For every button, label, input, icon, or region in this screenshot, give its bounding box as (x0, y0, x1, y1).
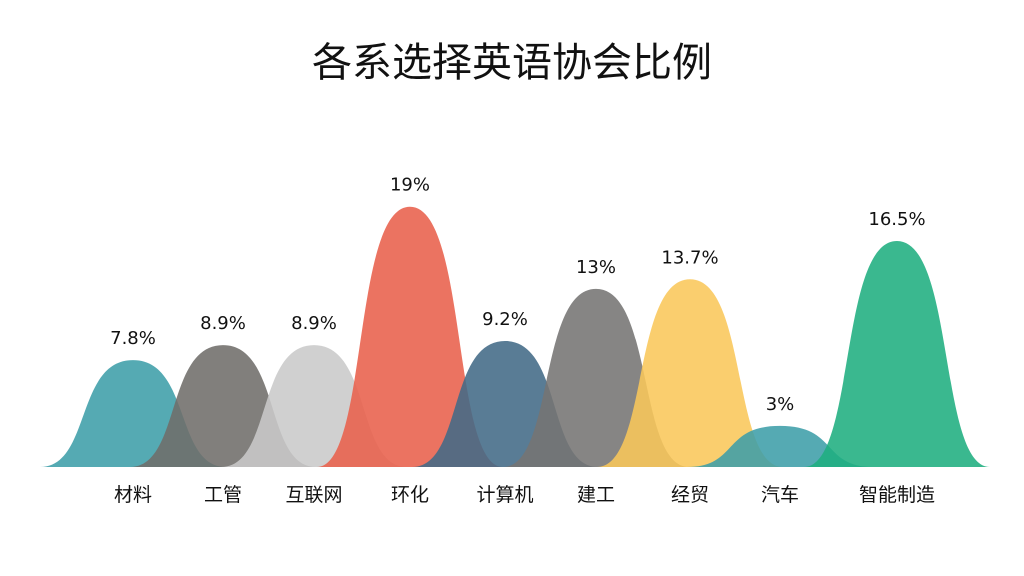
value-label: 16.5% (868, 209, 925, 230)
value-label: 8.9% (200, 313, 246, 334)
chart-title: 各系选择英语协会比例 (312, 40, 712, 86)
bell-3 (317, 206, 503, 467)
category-label: 汽车 (761, 484, 799, 506)
value-label: 13% (576, 257, 616, 278)
value-label: 19% (390, 175, 430, 196)
value-label: 9.2% (482, 309, 528, 330)
category-label: 互联网 (285, 484, 342, 506)
value-label: 8.9% (291, 313, 337, 334)
value-label: 3% (766, 394, 795, 415)
bell-8 (804, 240, 990, 467)
category-label: 工管 (204, 484, 242, 506)
bell-6 (597, 279, 783, 467)
category-label: 计算机 (476, 484, 533, 506)
category-label: 建工 (577, 484, 615, 506)
category-label: 环化 (391, 484, 429, 506)
value-label: 13.7% (661, 247, 718, 268)
value-label: 7.8% (110, 328, 156, 349)
category-label: 材料 (114, 484, 152, 506)
category-label: 智能制造 (859, 484, 935, 506)
category-label: 经贸 (671, 484, 709, 506)
